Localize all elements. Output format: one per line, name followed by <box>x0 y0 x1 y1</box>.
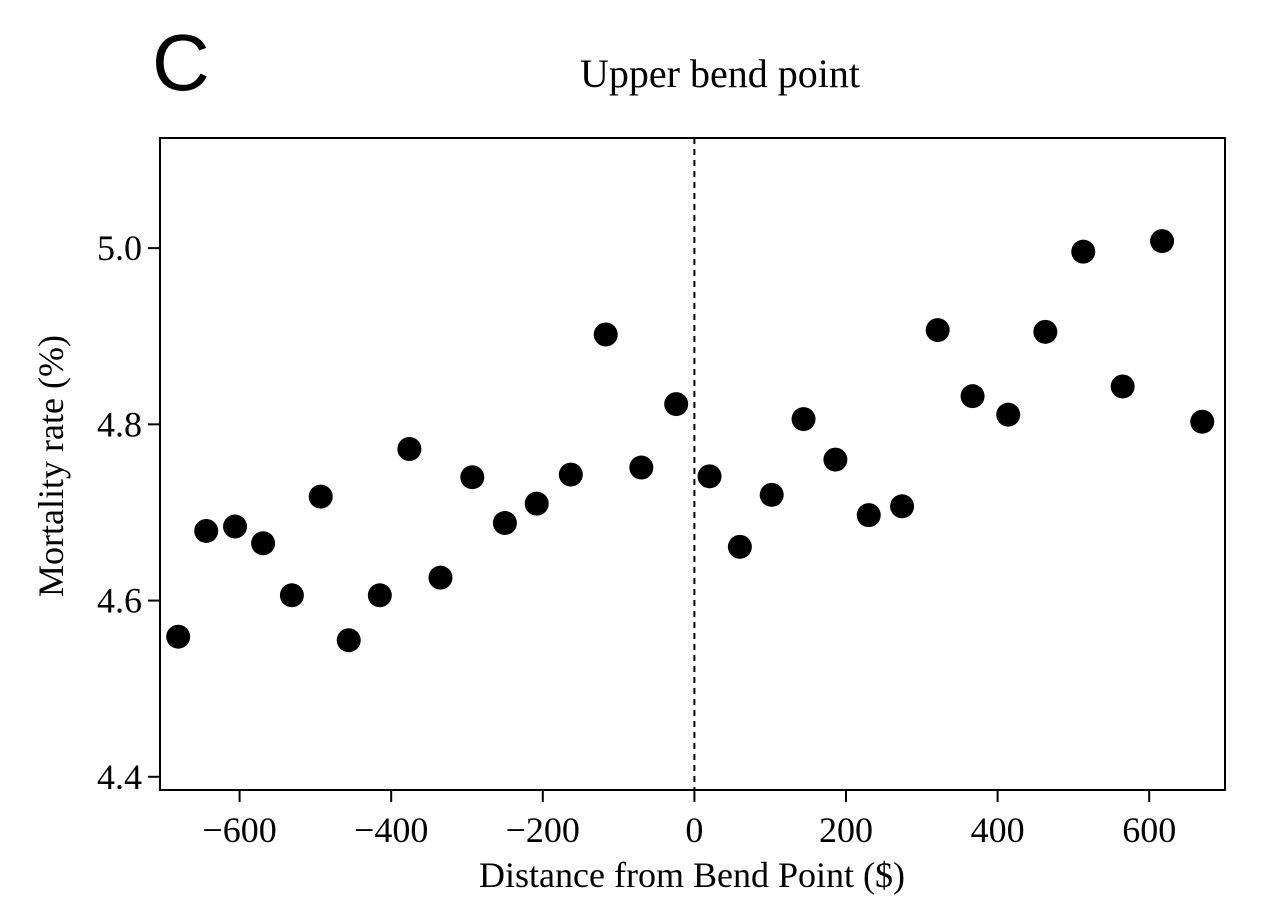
data-point <box>697 464 722 489</box>
y-tick-label: 4.4 <box>97 757 142 797</box>
y-axis-ticks: 4.4 4.6 4.8 5.0 <box>97 228 160 797</box>
x-tick-label: 600 <box>1122 810 1176 850</box>
data-point <box>629 455 654 480</box>
chart-title: Upper bend point <box>580 51 860 96</box>
data-point <box>251 531 276 556</box>
panel-letter: C <box>152 18 210 107</box>
x-tick-label: 200 <box>819 810 873 850</box>
data-point <box>960 384 985 409</box>
data-point <box>279 583 304 608</box>
y-tick-label: 4.6 <box>97 581 142 621</box>
x-axis-ticks: −600 −400 −200 0 200 400 600 <box>202 790 1176 850</box>
x-tick-label: 400 <box>971 810 1025 850</box>
data-point <box>558 462 583 487</box>
data-point <box>727 534 752 559</box>
data-point <box>1190 409 1215 434</box>
data-point <box>1071 239 1096 264</box>
data-point <box>336 628 361 653</box>
data-point <box>856 503 881 528</box>
y-tick-label: 5.0 <box>97 228 142 268</box>
data-point <box>1150 229 1175 254</box>
data-point <box>996 402 1021 427</box>
data-point <box>1033 319 1058 344</box>
data-point <box>791 407 816 432</box>
data-point <box>593 322 618 347</box>
data-point <box>759 482 784 507</box>
x-tick-label: −400 <box>354 810 428 850</box>
data-point <box>890 494 915 519</box>
data-point <box>428 565 453 590</box>
data-point <box>664 392 689 417</box>
x-tick-label: −600 <box>202 810 276 850</box>
data-point <box>492 511 517 536</box>
data-point <box>194 518 219 543</box>
data-point <box>397 437 422 462</box>
data-point <box>367 583 392 608</box>
data-point <box>460 465 485 490</box>
data-point <box>223 514 248 539</box>
y-axis-label: Mortality rate (%) <box>31 335 71 597</box>
y-tick-label: 4.8 <box>97 404 142 444</box>
x-tick-label: −200 <box>506 810 580 850</box>
x-tick-label: 0 <box>685 810 703 850</box>
plot-frame <box>159 137 1226 791</box>
x-axis-label: Distance from Bend Point ($) <box>479 855 905 895</box>
data-point <box>308 484 333 509</box>
data-point <box>166 624 191 649</box>
data-point <box>1110 374 1135 399</box>
data-points <box>166 229 1215 653</box>
data-point <box>524 491 549 516</box>
data-point <box>823 447 848 472</box>
data-point <box>925 318 950 343</box>
